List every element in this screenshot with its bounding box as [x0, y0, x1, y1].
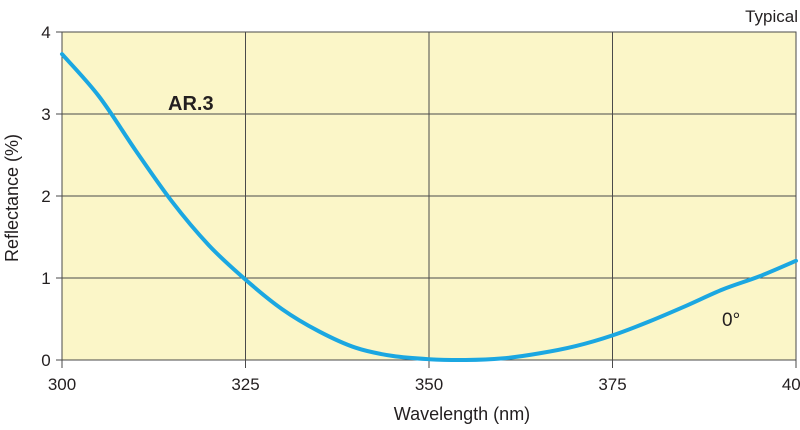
y-tick-labels: 0 1 2 3 4: [41, 23, 50, 370]
reflectance-curve: [60, 52, 798, 363]
x-axis-label: Wavelength (nm): [394, 404, 530, 424]
y-axis-label: Reflectance (%): [2, 134, 22, 262]
x-tick-label-325: 325: [231, 375, 259, 394]
y-tick-label-0: 0: [41, 351, 50, 370]
series-label-ar3: AR.3: [168, 93, 214, 115]
y-tick-label-4: 4: [41, 23, 50, 42]
y-tick-label-1: 1: [41, 269, 50, 288]
y-tick-label-3: 3: [41, 105, 50, 124]
typical-note: Typical: [745, 7, 798, 26]
incidence-angle-label: 0°: [722, 310, 740, 331]
x-tick-labels: 300 325 350 375 400: [48, 375, 800, 394]
x-tick-label-350: 350: [415, 375, 443, 394]
x-tick-label-400: 400: [782, 375, 800, 394]
x-tick-label-300: 300: [48, 375, 76, 394]
x-tick-label-375: 375: [598, 375, 626, 394]
y-tick-label-2: 2: [41, 187, 50, 206]
